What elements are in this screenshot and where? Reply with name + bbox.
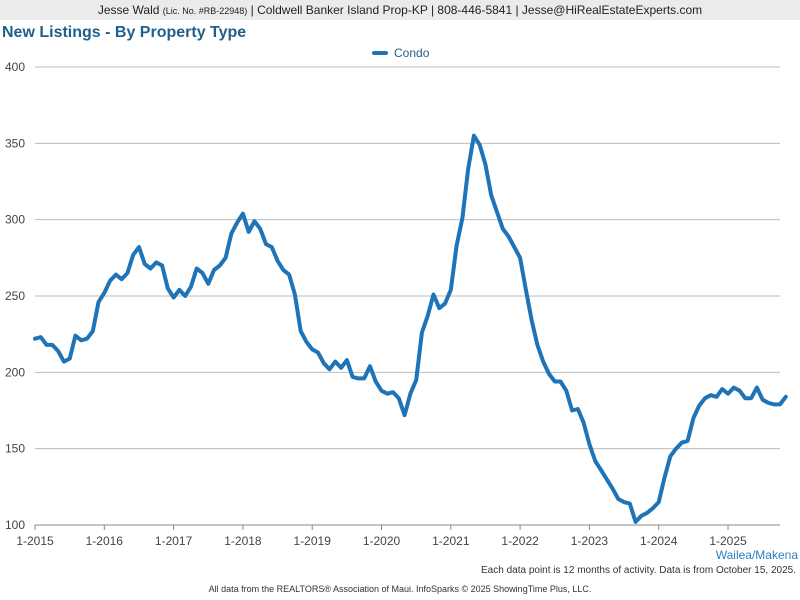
x-tick-label-1-2025: 1-2025	[709, 534, 747, 548]
x-tick-label-1-2018: 1-2018	[224, 534, 262, 548]
y-tick-label-150: 150	[5, 442, 25, 456]
x-tick-label-1-2020: 1-2020	[363, 534, 401, 548]
x-tick-label-1-2021: 1-2021	[432, 534, 470, 548]
series	[33, 133, 788, 524]
grid-lines	[35, 66, 780, 450]
y-tick-label-250: 250	[5, 289, 25, 303]
y-tick-label-200: 200	[5, 365, 25, 379]
y-tick-label-100: 100	[5, 518, 25, 532]
x-tick-label-1-2019: 1-2019	[294, 534, 332, 548]
axes	[34, 524, 780, 530]
series-line-condo[interactable]	[33, 133, 788, 524]
x-tick-label-1-2023: 1-2023	[571, 534, 609, 548]
chart-title: New Listings - By Property Type	[2, 24, 247, 41]
agent-header: Jesse Wald (Lic. No. #RB-22948) | Coldwe…	[0, 0, 800, 20]
x-tick-label-1-2022: 1-2022	[501, 534, 539, 548]
region-label: Wailea/Makena	[715, 548, 798, 562]
data-credit: All data from the REALTORS® Association …	[208, 584, 592, 594]
agent-contact: | Coldwell Banker Island Prop-KP | 808-4…	[250, 3, 703, 17]
tick-labels: 100 150 200 250 300 350 400 1-2015 1-2016 1-2017 1…	[5, 60, 747, 548]
y-tick-label-350: 350	[5, 136, 25, 150]
chart-legend[interactable]: Condo	[372, 46, 429, 60]
agent-name: Jesse Wald	[97, 3, 160, 17]
x-tick-label-1-2015: 1-2015	[16, 534, 54, 548]
data-note: Each data point is 12 months of activity…	[481, 565, 796, 576]
x-tick-label-1-2016: 1-2016	[86, 534, 124, 548]
legend-swatch-condo	[372, 51, 388, 55]
license-number: (Lic. No. #RB-22948)	[162, 6, 248, 16]
x-tick-label-1-2017: 1-2017	[155, 534, 193, 548]
y-tick-label-400: 400	[5, 60, 25, 74]
legend-label-condo: Condo	[394, 46, 430, 60]
y-tick-label-300: 300	[5, 213, 25, 227]
x-tick-label-1-2024: 1-2024	[640, 534, 678, 548]
